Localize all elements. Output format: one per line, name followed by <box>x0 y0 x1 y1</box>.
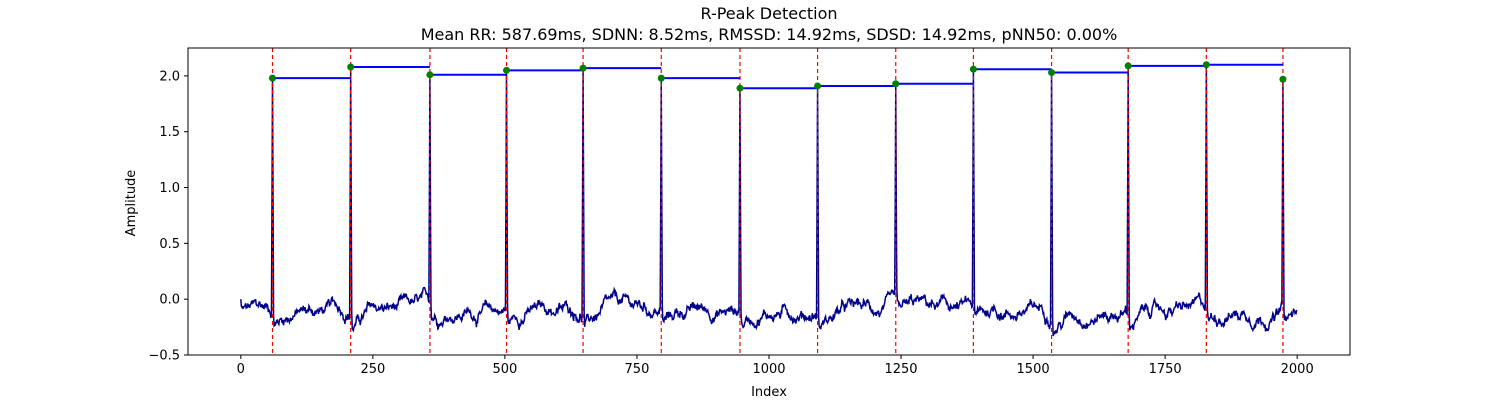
x-tick-label: 1750 <box>1149 362 1182 377</box>
r-peak-marker <box>1048 69 1056 77</box>
chart-title: R-Peak Detection <box>700 4 837 23</box>
plot-frame <box>187 47 1351 356</box>
x-tick-label: 250 <box>360 362 385 377</box>
r-peak-marker <box>579 64 587 72</box>
r-peak-marker <box>814 82 822 90</box>
y-tick-label: 2.0 <box>159 69 180 84</box>
r-peak-marker <box>269 74 277 82</box>
r-peak-marker <box>1202 61 1210 69</box>
r-peak-marker <box>657 74 665 82</box>
r-peak-marker <box>502 66 510 74</box>
r-peak-marker <box>736 84 744 92</box>
x-tick-label: 0 <box>237 362 245 377</box>
x-tick-label: 1000 <box>752 362 785 377</box>
y-tick-label: 1.0 <box>159 181 180 196</box>
r-peak-marker <box>892 80 900 88</box>
r-peak-marker <box>1124 62 1132 70</box>
plot-area <box>240 48 1298 355</box>
r-peak-marker <box>426 71 434 79</box>
x-tick-label: 1250 <box>884 362 917 377</box>
x-tick-label: 750 <box>625 362 650 377</box>
x-tick-label: 1500 <box>1017 362 1050 377</box>
r-peak-marker <box>969 65 977 73</box>
y-axis: −0.5 0.0 0.5 1.0 1.5 2.0 <box>148 69 188 364</box>
x-tick-label: 500 <box>492 362 517 377</box>
x-tick-label: 2000 <box>1281 362 1314 377</box>
y-tick-label: 0.0 <box>159 293 180 308</box>
r-peak-marker <box>347 63 355 71</box>
x-axis-label: Index <box>751 385 787 400</box>
y-tick-label: 1.5 <box>159 125 180 140</box>
chart-subtitle: Mean RR: 587.69ms, SDNN: 8.52ms, RMSSD: … <box>421 25 1118 44</box>
ecg-signal-line <box>240 64 1298 337</box>
x-axis: 0 250 500 750 1000 1250 1500 1750 2000 <box>237 355 1314 377</box>
y-tick-label: −0.5 <box>148 349 180 364</box>
y-tick-label: 0.5 <box>159 237 180 252</box>
y-axis-label: Amplitude <box>124 170 139 237</box>
r-peak-marker <box>1279 75 1287 83</box>
